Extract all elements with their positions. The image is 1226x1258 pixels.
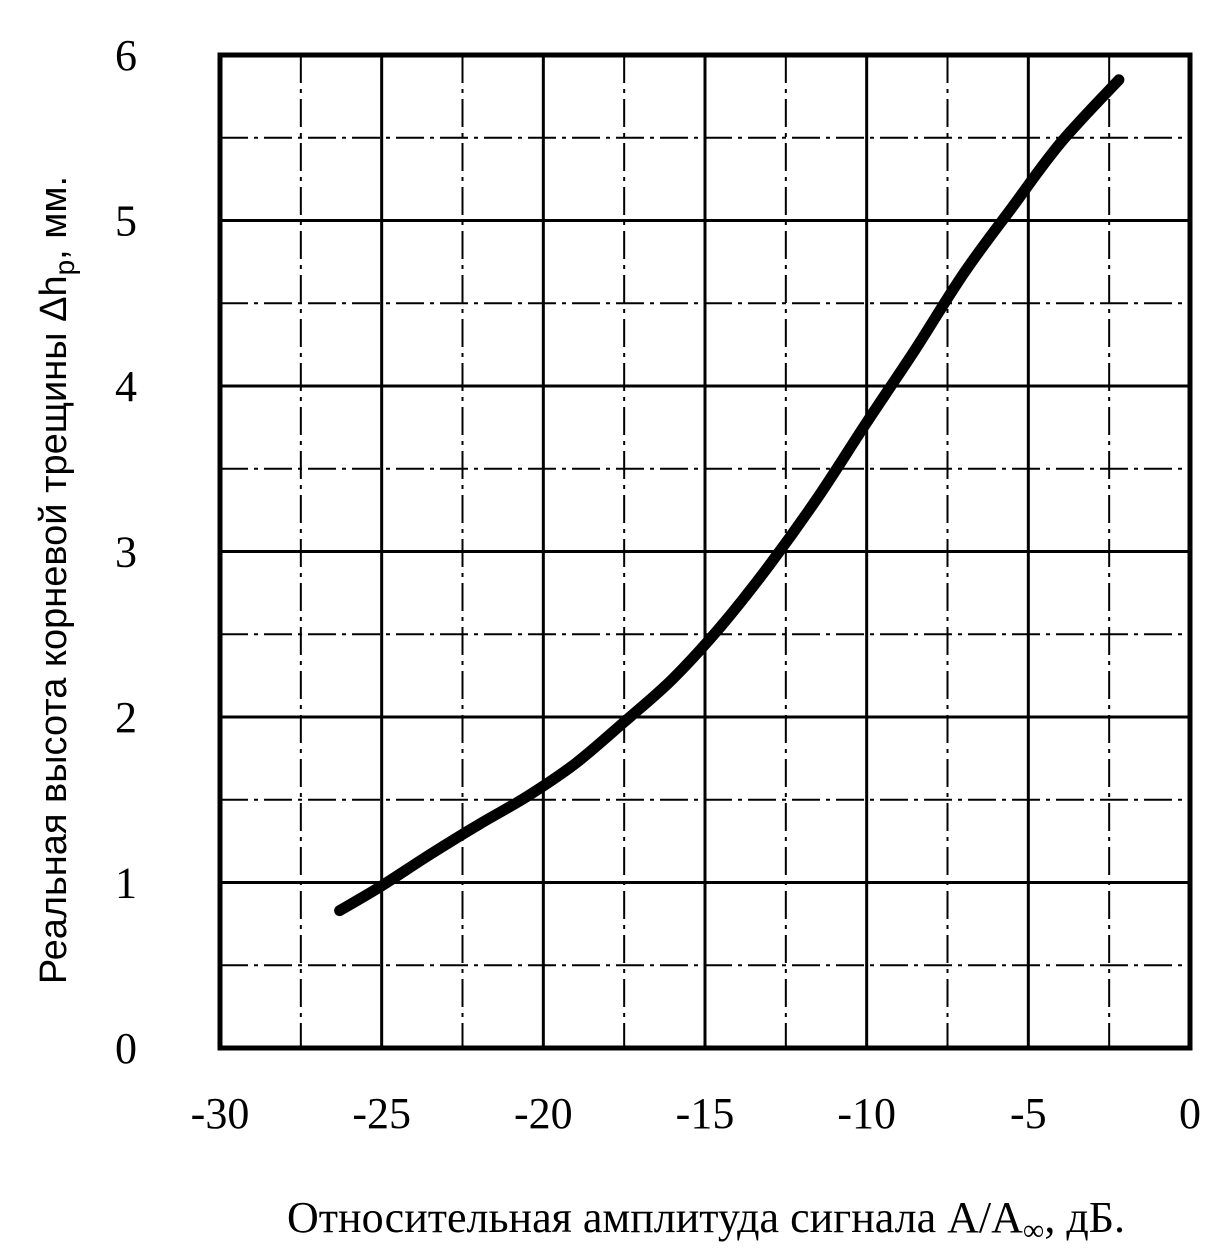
y-tick-label: 3 xyxy=(115,528,137,577)
y-axis-title-main: Реальная высота корневой трещины Δh xyxy=(33,275,75,984)
y-axis-title: Реальная высота корневой трещины Δhp, мм… xyxy=(33,176,80,984)
y-axis-title-suffix: , мм. xyxy=(33,176,75,260)
y-tick-label: 5 xyxy=(115,197,137,246)
y-tick-label: 0 xyxy=(115,1024,137,1073)
x-tick-label: -20 xyxy=(514,1089,573,1138)
x-tick-label: -10 xyxy=(837,1089,896,1138)
x-tick-label: -25 xyxy=(352,1089,411,1138)
x-tick-label: -15 xyxy=(676,1089,735,1138)
x-tick-label: -5 xyxy=(1010,1089,1047,1138)
series-layer xyxy=(334,74,1125,917)
y-tick-label: 2 xyxy=(115,693,137,742)
y-tick-label: 1 xyxy=(115,859,137,908)
x-tick-label: -30 xyxy=(191,1089,250,1138)
y-tick-labels: 0 1 2 3 4 5 6 xyxy=(115,31,137,1073)
x-tick-label: 0 xyxy=(1179,1089,1201,1138)
x-axis-title: Относительная амплитуда сигнала A/A∞, дБ… xyxy=(287,1193,1125,1247)
x-axis-title-sub: ∞ xyxy=(1023,1214,1044,1247)
plot-frame xyxy=(217,52,1193,1051)
y-tick-label: 4 xyxy=(115,362,137,411)
x-axis-title-suffix: , дБ. xyxy=(1044,1193,1125,1242)
series-line xyxy=(334,74,1125,917)
y-tick-label: 6 xyxy=(115,31,137,80)
x-axis-title-main: Относительная амплитуда сигнала A/A xyxy=(287,1193,1023,1242)
y-axis-title-sub: p xyxy=(49,260,80,276)
x-tick-labels: -30 -25 -20 -15 -10 -5 0 xyxy=(191,1089,1201,1138)
